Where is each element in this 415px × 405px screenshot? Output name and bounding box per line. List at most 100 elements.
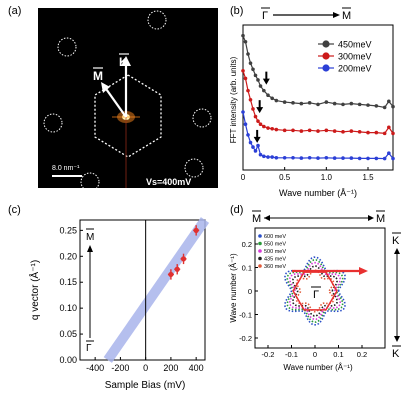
scale-bar-label: 8.0 nm⁻¹ — [52, 165, 80, 172]
series-group — [241, 33, 395, 161]
k-arrowhead — [121, 56, 131, 66]
gamma-center-label: Γ — [313, 289, 319, 301]
y-tick-label: 0.25 — [59, 225, 77, 235]
y-tick-label: 0.2 — [242, 240, 252, 249]
m-label: M — [86, 232, 94, 243]
data-point — [253, 149, 258, 153]
data-point — [282, 100, 287, 104]
x-tick-label: -0.2 — [262, 350, 275, 359]
y-axis-label: Wave number (Å⁻¹) — [229, 253, 238, 323]
data-point — [316, 102, 320, 107]
legend-label: 435 meV — [264, 257, 286, 263]
data-point — [266, 126, 270, 130]
data-point — [274, 98, 279, 103]
data-point — [291, 101, 295, 105]
data-point — [246, 88, 250, 93]
data-point — [366, 103, 370, 107]
bragg-circle — [43, 113, 63, 133]
annotation-arrows — [253, 71, 270, 143]
data-point — [357, 102, 362, 107]
data-point — [366, 156, 370, 161]
legend-marker — [322, 40, 330, 48]
data-point — [299, 156, 304, 160]
fit-line — [103, 217, 210, 363]
data-point — [332, 156, 337, 160]
data-point — [193, 227, 199, 233]
data-point — [366, 130, 370, 135]
data-point — [324, 155, 329, 160]
data-point — [168, 271, 174, 278]
data-point — [307, 155, 312, 160]
panel-d: (d) M M K K Wave number (Å⁻¹) Wave numbe… — [229, 204, 401, 372]
ticks: -0.2 -0.1 0 0.1 0.2 0.2 0.1 0 -0.1 -0.2 — [239, 240, 367, 359]
legend-marker — [322, 52, 330, 60]
bragg-circle — [192, 108, 212, 128]
m-left-label: M — [252, 213, 261, 225]
data-point — [307, 128, 312, 133]
data-point — [382, 131, 387, 136]
q-vector-arrowhead — [359, 267, 368, 275]
x-tick-label: 0 — [143, 363, 148, 373]
data-point — [246, 52, 250, 56]
x-tick-label: 0.1 — [333, 350, 343, 359]
data-point — [253, 114, 258, 119]
data-point — [382, 105, 387, 110]
data-point — [248, 97, 253, 102]
fft-dashed-circles — [43, 10, 212, 192]
data-point — [243, 122, 248, 127]
data-point — [274, 127, 279, 132]
x-axis-label: Wave number (Å⁻¹) — [279, 188, 357, 198]
data-point — [282, 155, 287, 160]
data-point — [332, 129, 337, 133]
data-point — [391, 104, 395, 109]
data-point — [391, 156, 395, 161]
constant-energy-contour — [292, 265, 338, 317]
data-point — [332, 101, 337, 106]
data-point — [316, 156, 320, 160]
feature-arrowhead — [256, 107, 264, 114]
data-point — [256, 119, 260, 123]
y-tick-label: 0 — [248, 287, 252, 296]
gamma-label: Γ — [86, 343, 92, 354]
k-k-arrowhead-bottom — [394, 336, 400, 342]
data-point — [299, 129, 304, 133]
x-tick-label: 0.2 — [357, 350, 367, 359]
data-point — [391, 131, 395, 136]
gamma-m-arrowhead — [87, 245, 93, 252]
x-axis-label: Sample Bias (mV) — [105, 380, 186, 391]
data-point — [387, 99, 391, 104]
x-ticks: 0 0.5 1.0 1.5 — [241, 167, 374, 182]
feature-arrowhead — [262, 78, 270, 85]
y-tick-label: -0.2 — [239, 334, 252, 343]
data-point — [256, 78, 260, 82]
data-point — [241, 33, 245, 38]
panel-b: (b) Γ M FFT intensity (arb. units) Wave … — [229, 5, 395, 198]
y-tick-label: -0.1 — [239, 311, 252, 320]
fit-band — [103, 217, 210, 363]
x-tick-label: 1.0 — [321, 173, 333, 182]
data-point — [374, 130, 379, 135]
panel-a-label: (a) — [8, 5, 21, 17]
plot-b-frame — [242, 24, 394, 171]
data-point — [243, 76, 248, 81]
legend-marker — [258, 241, 262, 246]
y-axis-label: q vector (Å⁻¹) — [28, 260, 41, 320]
legend-label: 450meV — [338, 40, 372, 50]
data-point — [341, 130, 345, 134]
m-m-arrowhead-right — [368, 215, 374, 221]
legend-label: 360 meV — [264, 264, 286, 270]
legend-label: 200meV — [338, 64, 372, 74]
legend-label: 550 meV — [264, 242, 286, 248]
m-arrow — [103, 85, 127, 118]
x-tick-label: -400 — [86, 363, 104, 373]
series-line — [242, 111, 394, 160]
m-m-arrowhead-left — [264, 215, 270, 221]
data-point — [256, 143, 260, 148]
m-arrowhead — [101, 82, 110, 93]
data-point — [180, 256, 187, 262]
data-point — [248, 140, 253, 145]
y-tick-label: 0.10 — [59, 303, 77, 313]
y-axis-label: FFT intensity (arb. units) — [229, 56, 238, 143]
data-point — [241, 68, 245, 73]
